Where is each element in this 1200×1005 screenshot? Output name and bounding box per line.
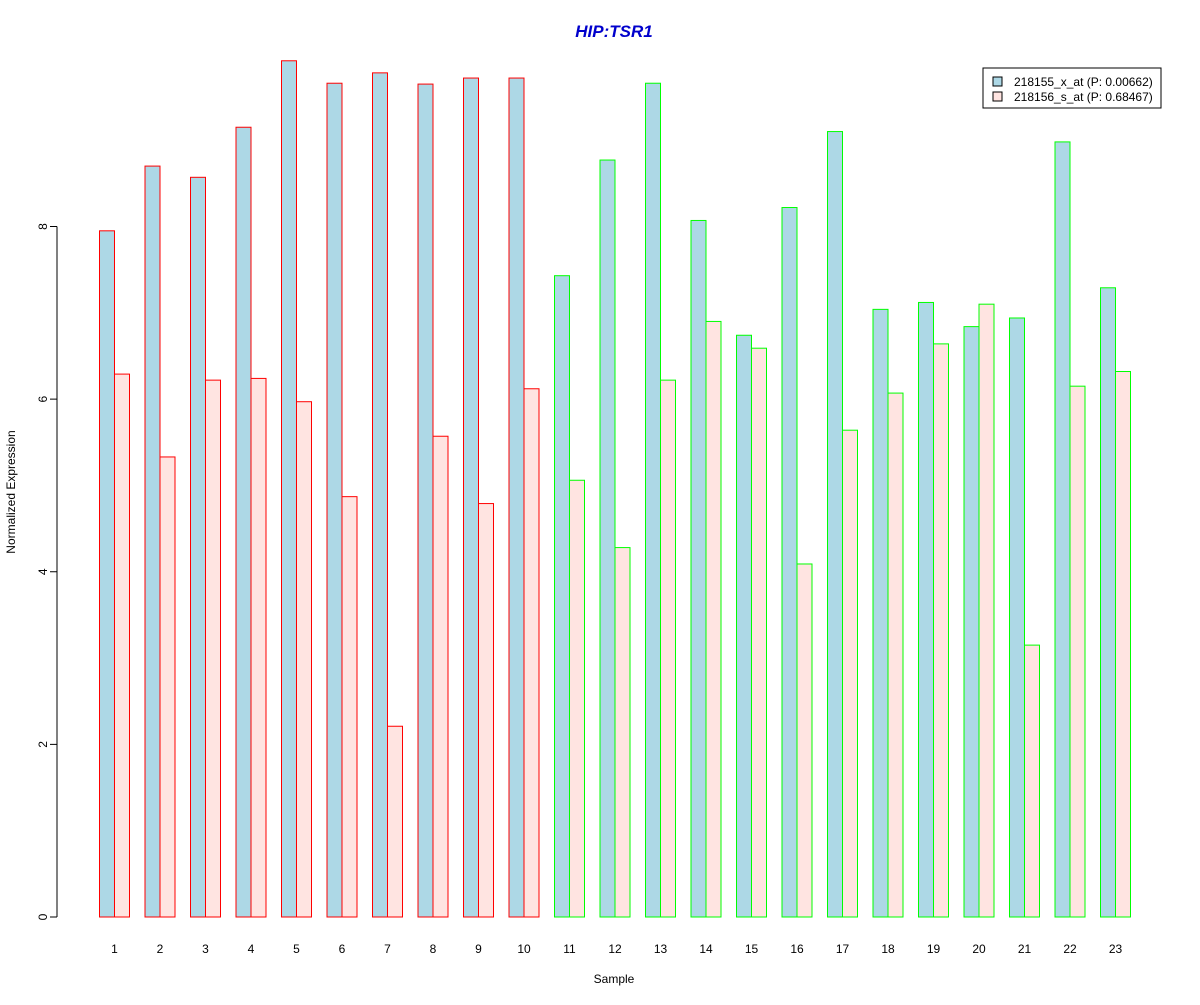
y-tick-label: 6 <box>36 395 50 402</box>
legend-box <box>982 67 1162 109</box>
bar-series-1 <box>99 230 115 918</box>
bar-series-1 <box>144 165 161 918</box>
bar-series-1 <box>736 334 752 918</box>
x-tick-label: 3 <box>202 942 209 956</box>
x-tick-label: 23 <box>1109 942 1123 956</box>
bar-series-1 <box>372 72 388 918</box>
x-tick-label: 20 <box>972 942 986 956</box>
x-tick-label: 21 <box>1018 942 1032 956</box>
bar-series-2 <box>796 563 813 918</box>
bar-series-1 <box>690 219 707 918</box>
bar-series-2 <box>751 347 767 918</box>
x-tick-label: 14 <box>699 942 713 956</box>
y-tick-label: 2 <box>36 741 50 748</box>
x-tick-label: 8 <box>430 942 437 956</box>
bar-series-1 <box>918 301 934 918</box>
bar-series-2 <box>114 373 130 918</box>
bar-series-1 <box>508 77 525 918</box>
bar-series-1 <box>645 82 661 918</box>
x-tick-label: 18 <box>881 942 895 956</box>
x-tick-label: 22 <box>1063 942 1077 956</box>
bar-series-2 <box>296 401 312 918</box>
bar-series-1 <box>827 131 843 918</box>
bar-series-2 <box>159 456 176 918</box>
bar-series-2 <box>478 503 494 918</box>
bar-series-2 <box>387 725 403 918</box>
bar-series-2 <box>250 377 267 918</box>
bar-series-1 <box>190 176 206 918</box>
bar-series-2 <box>978 303 995 918</box>
x-tick-label: 7 <box>384 942 391 956</box>
bar-series-2 <box>660 379 676 918</box>
bar-series-2 <box>1115 371 1131 918</box>
bar-series-2 <box>432 435 449 918</box>
bar-series-1 <box>1009 317 1025 918</box>
x-tick-label: 10 <box>517 942 531 956</box>
bars-group <box>99 60 1131 918</box>
bar-series-2 <box>933 343 949 918</box>
x-tick-label: 6 <box>339 942 346 956</box>
bar-series-1 <box>463 77 479 918</box>
bar-series-1 <box>235 126 252 918</box>
x-tick-label: 16 <box>790 942 804 956</box>
x-tick-label: 5 <box>293 942 300 956</box>
bar-series-1 <box>554 275 570 918</box>
bar-series-2 <box>842 429 858 918</box>
legend: 218155_x_at (P: 0.00662)218156_s_at (P: … <box>982 67 1162 109</box>
chart-title: HIP:TSR1 <box>575 22 652 41</box>
bar-series-1 <box>963 326 980 918</box>
bar-series-2 <box>705 320 722 918</box>
bar-series-2 <box>523 388 540 918</box>
legend-label: 218156_s_at (P: 0.68467) <box>1014 90 1153 104</box>
bar-series-2 <box>569 479 585 918</box>
bar-series-1 <box>417 83 434 918</box>
bar-series-1 <box>1100 287 1116 918</box>
bar-series-1 <box>781 207 798 918</box>
bar-series-2 <box>1069 385 1086 918</box>
bar-series-2 <box>341 496 358 918</box>
x-tick-label: 19 <box>927 942 941 956</box>
bar-series-2 <box>614 547 631 918</box>
x-tick-label: 15 <box>745 942 759 956</box>
x-axis-label: Sample <box>594 972 635 986</box>
legend-swatch <box>992 91 1003 102</box>
legend-swatch <box>992 76 1003 87</box>
bar-series-1 <box>326 82 343 918</box>
x-tick-label: 2 <box>157 942 164 956</box>
y-axis-label: Normalized Expression <box>4 430 18 553</box>
y-axis: 0 2 4 6 8 <box>36 223 58 920</box>
x-tick-label: 4 <box>248 942 255 956</box>
bar-series-1 <box>1054 141 1071 918</box>
x-tick-labels: 1 2 3 4 5 6 7 8 9 10 11 12 13 14 15 16 17 18 19 20 21 22 23 <box>111 942 1122 956</box>
bar-series-1 <box>281 60 297 918</box>
x-tick-label: 11 <box>563 942 576 956</box>
bar-series-2 <box>1024 644 1040 918</box>
y-tick-label: 8 <box>36 223 50 230</box>
x-tick-label: 17 <box>836 942 850 956</box>
y-tick-label: 0 <box>36 913 50 920</box>
x-tick-label: 12 <box>608 942 622 956</box>
x-tick-label: 9 <box>475 942 482 956</box>
bar-series-1 <box>599 159 616 918</box>
x-tick-label: 1 <box>111 942 118 956</box>
x-tick-label: 13 <box>654 942 668 956</box>
y-tick-label: 4 <box>36 568 50 575</box>
bar-series-1 <box>872 308 889 918</box>
bar-series-2 <box>887 392 904 918</box>
bar-series-2 <box>205 379 221 918</box>
legend-label: 218155_x_at (P: 0.00662) <box>1014 75 1153 89</box>
